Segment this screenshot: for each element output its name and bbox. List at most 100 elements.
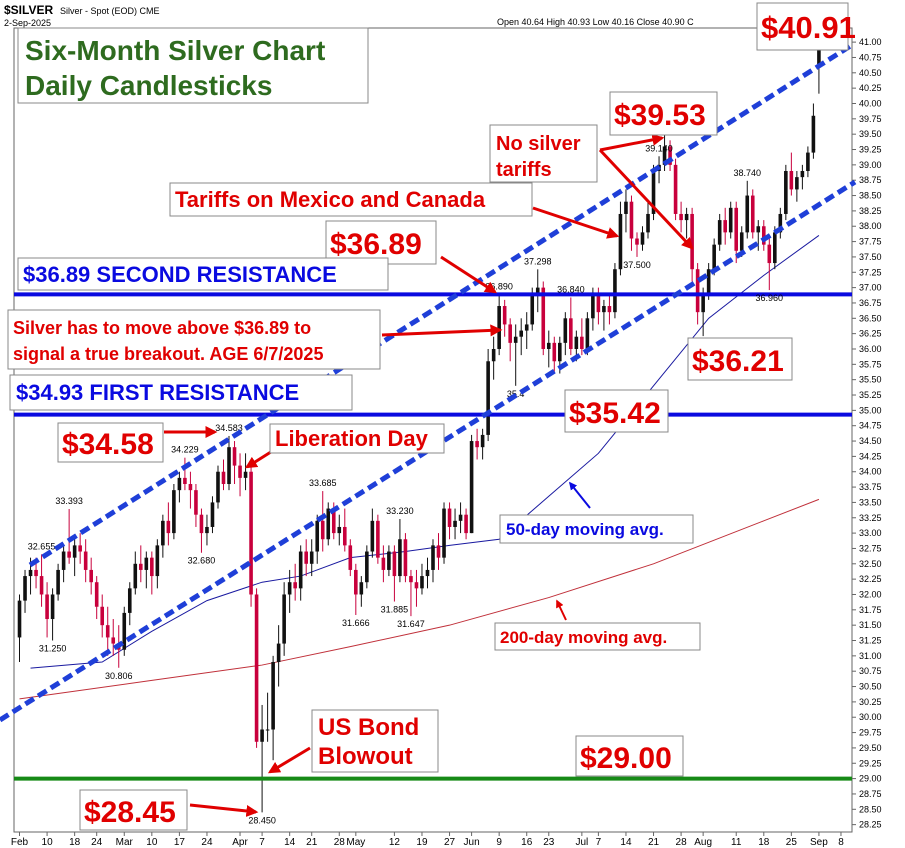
- annotation-box: [17, 257, 389, 291]
- x-tick-label: 16: [521, 837, 533, 848]
- candle-body: [161, 520, 165, 546]
- candle-body: [315, 520, 320, 552]
- price-label: 39.140: [645, 143, 673, 153]
- series-label: 200-day moving avg.: [500, 628, 667, 647]
- annotation: $34.93 FIRST RESISTANCE: [16, 380, 299, 405]
- moving-average: [19, 498, 820, 700]
- candle-body: [265, 729, 270, 731]
- date: 2-Sep-2025: [4, 18, 51, 28]
- y-tick-label: 39.50: [859, 129, 882, 139]
- arrow: [599, 133, 665, 152]
- y-tick-label: 36.50: [859, 313, 882, 323]
- candle-body: [254, 594, 259, 742]
- y-tick-label: 29.25: [859, 758, 882, 768]
- y-tick-label: 38.00: [859, 221, 882, 231]
- x-tick-label: 19: [416, 837, 428, 848]
- candle-body: [387, 551, 391, 570]
- x-tick-label: 18: [69, 837, 81, 848]
- candle-body: [83, 551, 88, 570]
- candle-body: [133, 563, 138, 589]
- x-tick-label: May: [346, 837, 365, 848]
- y-tick-label: 33.50: [859, 497, 882, 507]
- candle-body: [67, 551, 71, 558]
- candle-body: [78, 545, 82, 552]
- candle-body: [348, 545, 353, 570]
- candle-body: [629, 201, 634, 239]
- price-label: 33.230: [386, 506, 414, 516]
- x-tick-label: 9: [496, 837, 502, 848]
- price-label: 38.740: [733, 168, 761, 178]
- candle-body: [28, 569, 33, 577]
- price-label: 30.806: [105, 671, 133, 681]
- annotation-box: [325, 220, 437, 265]
- candle-body: [243, 471, 248, 478]
- y-tick-label: 30.25: [859, 697, 882, 707]
- x-tick-label: 17: [174, 837, 186, 848]
- annotation: $34.58: [62, 428, 154, 461]
- candle-body: [684, 213, 689, 221]
- candle-body: [508, 324, 512, 343]
- symbol: $SILVER: [4, 3, 53, 17]
- price-label: 36.960: [756, 293, 784, 303]
- candle-body: [569, 318, 573, 349]
- candle-body: [436, 545, 441, 558]
- y-tick-label: 34.75: [859, 421, 882, 431]
- candle-body: [706, 269, 711, 294]
- candle-body: [773, 232, 777, 264]
- candle-body: [194, 490, 198, 515]
- candle-body: [442, 508, 446, 558]
- candle-body: [690, 213, 694, 270]
- x-tick-label: 21: [648, 837, 660, 848]
- y-tick-label: 36.75: [859, 298, 882, 308]
- price-label: 36.840: [557, 284, 585, 294]
- candle-body: [580, 336, 584, 349]
- candle-body: [767, 244, 772, 264]
- price-label: 34.583: [215, 423, 243, 433]
- x-tick-label: 24: [91, 837, 103, 848]
- y-tick-label: 32.25: [859, 574, 882, 584]
- candle-body: [122, 612, 127, 650]
- candle-body: [431, 545, 435, 570]
- x-tick-label: Mar: [116, 837, 134, 848]
- ohlc: Open 40.64 High 40.93 Low 40.16 Close 40…: [497, 17, 694, 27]
- title-box: [17, 27, 369, 104]
- y-tick-label: 36.25: [859, 329, 882, 339]
- y-tick-label: 31.50: [859, 620, 882, 630]
- x-tick-label: 10: [42, 837, 54, 848]
- candle-body: [778, 213, 783, 233]
- price-label: 36.890: [485, 281, 513, 291]
- candle-body: [287, 582, 292, 595]
- candle-body: [127, 588, 132, 613]
- candle-body: [535, 287, 540, 294]
- candle-body: [817, 48, 821, 65]
- candle-body: [789, 171, 794, 190]
- candle-body: [232, 447, 237, 466]
- candle-body: [39, 576, 44, 595]
- candle-body: [574, 336, 579, 349]
- chart-title: Six-Month Silver Chart: [25, 35, 325, 66]
- price-label: 31.647: [397, 619, 425, 629]
- arrow: [569, 481, 591, 509]
- annotation: $35.42: [569, 397, 661, 430]
- y-tick-label: 28.25: [859, 820, 882, 830]
- candle-body: [150, 557, 154, 577]
- arrow: [598, 148, 694, 250]
- candle-body: [795, 177, 799, 190]
- annotation: $36.21: [692, 345, 784, 378]
- candle-body: [469, 441, 474, 534]
- arrow: [440, 255, 498, 294]
- annotation: Liberation Day: [275, 426, 429, 451]
- annotation: Tariffs on Mexico and Canada: [175, 187, 486, 212]
- candle-body: [563, 318, 568, 343]
- y-tick-label: 39.00: [859, 160, 882, 170]
- candle-body: [546, 342, 551, 349]
- x-tick-label: 25: [786, 837, 798, 848]
- y-tick-label: 29.50: [859, 743, 882, 753]
- annotation: tariffs: [496, 159, 552, 181]
- y-tick-label: 34.00: [859, 467, 882, 477]
- y-tick-label: 34.50: [859, 436, 882, 446]
- candle-body: [530, 293, 535, 325]
- candle-body: [260, 729, 264, 742]
- candle-body: [497, 306, 501, 349]
- candle-body: [342, 526, 347, 546]
